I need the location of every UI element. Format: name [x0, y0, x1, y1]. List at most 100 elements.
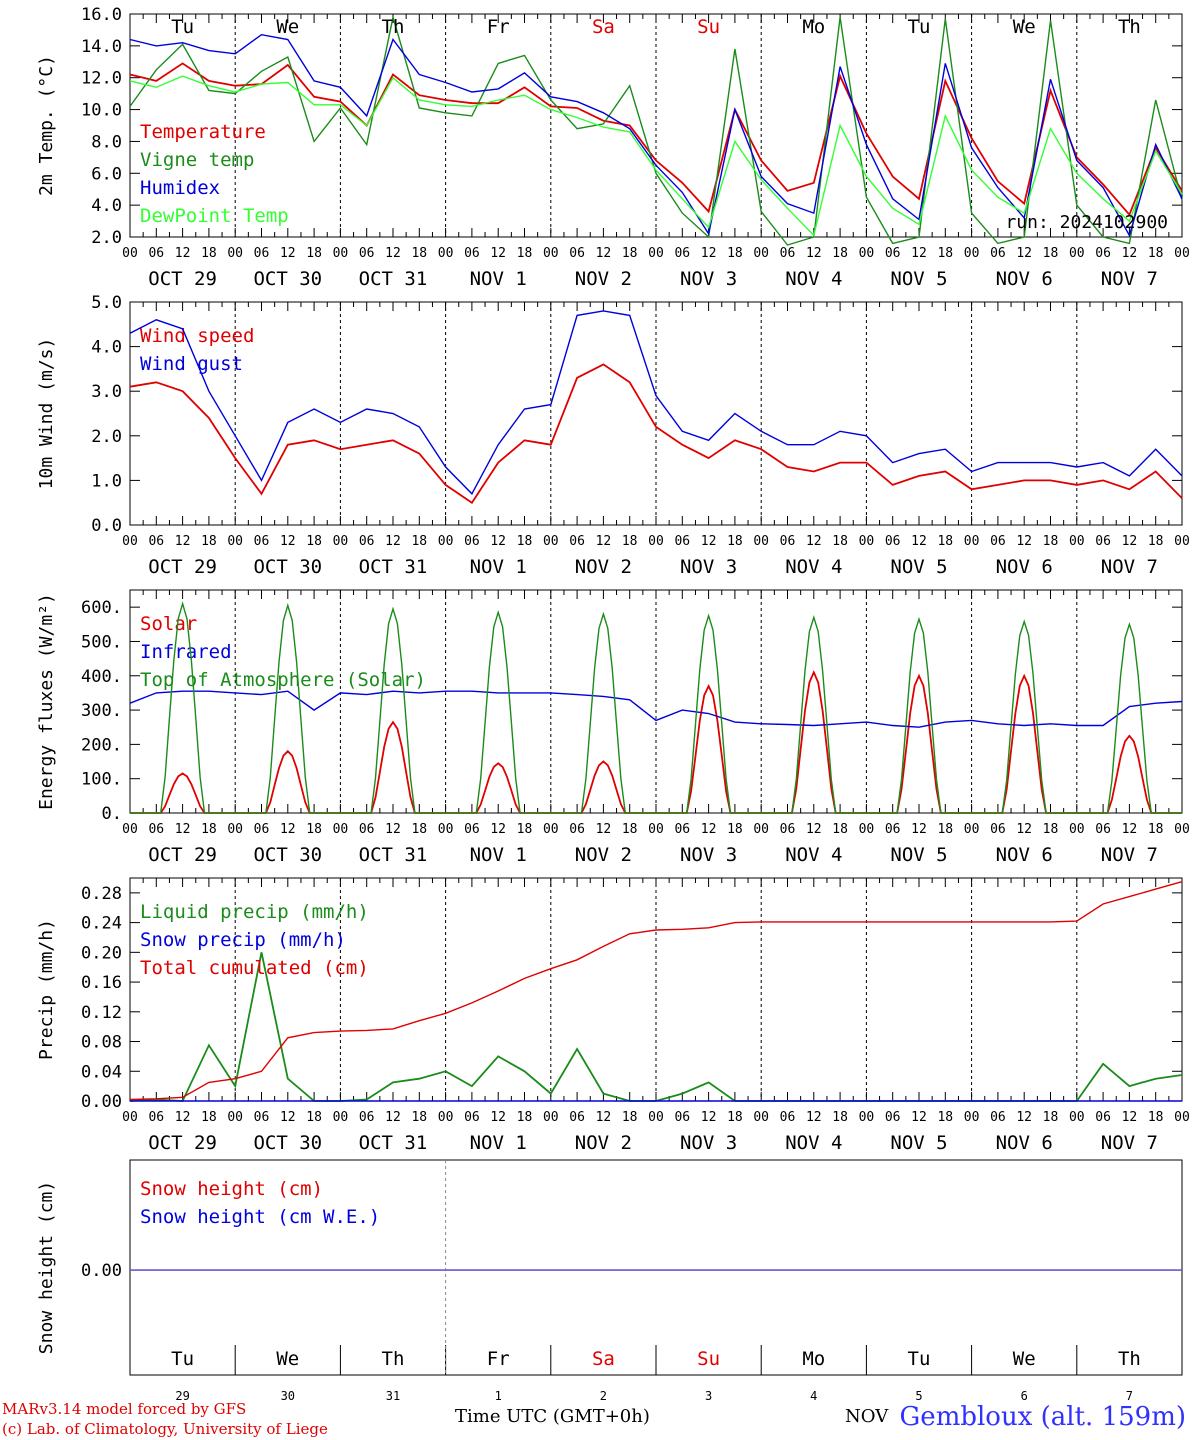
weekday-label-bottom: Tu [908, 1348, 931, 1370]
weekday-label: Fr [487, 16, 510, 38]
hour-tick-label: 18 [727, 246, 743, 261]
hour-tick-label: 00 [543, 822, 559, 837]
hour-tick-label: 12 [175, 822, 191, 837]
hour-tick-label: 12 [175, 534, 191, 549]
hour-tick-label: 18 [622, 534, 638, 549]
weekday-label-bottom: Mo [802, 1348, 825, 1370]
hour-tick-label: 18 [727, 534, 743, 549]
hour-tick-label: 06 [148, 1110, 164, 1125]
hour-tick-label: 18 [937, 822, 953, 837]
hour-tick-label: 18 [517, 822, 533, 837]
hour-tick-label: 18 [306, 822, 322, 837]
y-tick-label: 400. [81, 667, 122, 687]
y-tick-label: 0.12 [81, 1003, 122, 1023]
series-line-wind-gust [129, 310, 1183, 495]
weekday-label-bottom: Sa [592, 1348, 615, 1370]
weekday-label: Th [382, 16, 405, 38]
hour-tick-label: 00 [227, 1110, 243, 1125]
hour-tick-label: 06 [254, 534, 270, 549]
hour-tick-label: 12 [490, 246, 506, 261]
y-tick-label: 4.0 [91, 196, 122, 216]
hour-tick-label: 06 [990, 534, 1006, 549]
hour-tick-label: 18 [201, 534, 217, 549]
hour-tick-label: 18 [622, 822, 638, 837]
day-number: 31 [386, 1389, 400, 1403]
y-tick-label: 100. [81, 770, 122, 790]
day-number: 4 [810, 1389, 817, 1403]
series-line-vigne-temp [129, 17, 1183, 246]
hour-tick-label: 06 [780, 246, 796, 261]
day-number: 30 [281, 1389, 295, 1403]
hour-tick-label: 12 [385, 1110, 401, 1125]
date-label: NOV 6 [996, 1132, 1053, 1154]
date-label: OCT 29 [148, 844, 217, 866]
series-line-infrared [129, 690, 1183, 728]
series-line-humidex [129, 33, 1183, 238]
hour-tick-label: 06 [569, 246, 585, 261]
hour-tick-label: 06 [569, 1110, 585, 1125]
date-label: OCT 31 [359, 844, 428, 866]
hour-tick-label: 12 [806, 1110, 822, 1125]
y-tick-label: 10.0 [81, 101, 122, 121]
hour-tick-label: 18 [1043, 246, 1059, 261]
y-tick-label: 0.24 [81, 914, 122, 934]
day-number: 29 [175, 1389, 189, 1403]
y-tick-label: 0.0 [91, 516, 122, 536]
hour-tick-label: 18 [411, 534, 427, 549]
hour-tick-label: 18 [1148, 246, 1164, 261]
hour-tick-label: 00 [648, 822, 664, 837]
date-label: NOV 4 [785, 844, 842, 866]
series-line-total-cumulated-cm- [129, 881, 1183, 1101]
hour-tick-label: 12 [385, 822, 401, 837]
hour-tick-label: 06 [990, 246, 1006, 261]
date-label: NOV 2 [575, 1132, 632, 1154]
weekday-label-bottom: Su [697, 1348, 720, 1370]
y-tick-label: 300. [81, 701, 122, 721]
hour-tick-label: 18 [201, 1110, 217, 1125]
hour-tick-label: 00 [648, 1110, 664, 1125]
hour-tick-label: 06 [359, 246, 375, 261]
hour-tick-label: 00 [648, 534, 664, 549]
hour-tick-label: 12 [1016, 822, 1032, 837]
date-label: OCT 31 [359, 1132, 428, 1154]
hour-tick-label: 12 [175, 246, 191, 261]
weekday-label: We [1013, 16, 1036, 38]
hour-tick-label: 06 [1095, 822, 1111, 837]
y-tick-label: 16.0 [81, 5, 122, 25]
hour-tick-label: 00 [543, 246, 559, 261]
y-tick-label: 1.0 [91, 471, 122, 491]
hour-tick-label: 00 [964, 822, 980, 837]
legend-vigne-temp: Vigne temp [140, 149, 254, 171]
date-label: NOV 4 [785, 268, 842, 290]
hour-tick-label: 06 [885, 1110, 901, 1125]
legend-infrared: Infrared [140, 641, 232, 663]
hour-tick-label: 06 [1095, 1110, 1111, 1125]
hour-tick-label: 00 [1069, 246, 1085, 261]
day-number: 3 [705, 1389, 712, 1403]
date-label: OCT 29 [148, 268, 217, 290]
hour-tick-label: 12 [1016, 246, 1032, 261]
panel-frame-1 [129, 301, 1183, 526]
hour-tick-label: 18 [1043, 822, 1059, 837]
x-axis-label: Time UTC (GMT+0h) [455, 1406, 650, 1427]
hour-tick-label: 12 [490, 534, 506, 549]
hour-tick-label: 00 [964, 246, 980, 261]
hour-tick-label: 06 [674, 1110, 690, 1125]
hour-tick-label: 18 [1148, 534, 1164, 549]
legend-snow-height-cm-: Snow height (cm) [140, 1178, 323, 1200]
legend-liquid-precip-mm-h-: Liquid precip (mm/h) [140, 901, 369, 923]
y-tick-label: 600. [81, 598, 122, 618]
hour-tick-label: 12 [385, 246, 401, 261]
hour-tick-label: 18 [727, 822, 743, 837]
date-label: NOV 3 [680, 556, 737, 578]
date-label: NOV 2 [575, 556, 632, 578]
hour-tick-label: 06 [780, 534, 796, 549]
hour-tick-label: 12 [911, 246, 927, 261]
hour-tick-label: 00 [753, 534, 769, 549]
y-tick-label: 14.0 [81, 37, 122, 57]
date-label: OCT 31 [359, 268, 428, 290]
date-label: OCT 29 [148, 1132, 217, 1154]
hour-tick-label: 12 [1122, 246, 1138, 261]
weekday-label: Su [697, 16, 720, 38]
